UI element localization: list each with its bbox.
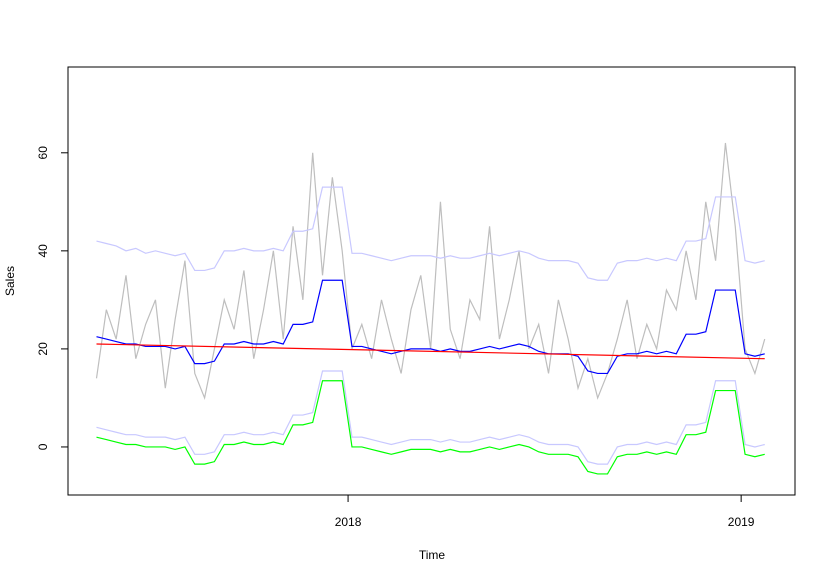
series-line — [96, 343, 765, 360]
series-line — [96, 186, 765, 281]
y-axis-title: Sales — [3, 266, 17, 296]
y-tick-label: 40 — [36, 244, 50, 258]
series-line — [96, 380, 765, 475]
x-tick-label: 2018 — [335, 515, 362, 529]
series-line — [96, 279, 765, 375]
x-tick-label: 2019 — [728, 515, 755, 529]
series-line — [96, 370, 765, 465]
y-tick-label: 20 — [36, 342, 50, 356]
x-axis-title: Time — [419, 548, 446, 562]
y-tick-label: 60 — [36, 146, 50, 160]
plot-frame — [67, 66, 796, 496]
y-tick-label: 0 — [36, 443, 50, 450]
